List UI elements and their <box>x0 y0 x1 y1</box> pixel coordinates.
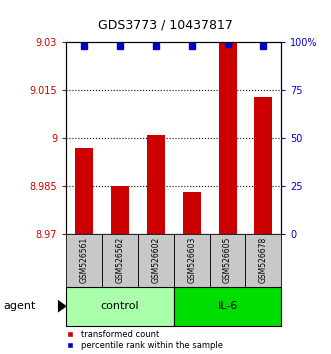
Text: control: control <box>101 301 139 311</box>
Bar <box>66 287 174 326</box>
Bar <box>255 97 272 234</box>
Bar <box>66 234 102 287</box>
Bar <box>174 287 281 326</box>
Text: GSM526603: GSM526603 <box>187 237 196 284</box>
Bar <box>102 234 138 287</box>
Bar <box>174 234 210 287</box>
Bar <box>218 42 237 234</box>
Polygon shape <box>58 300 67 313</box>
Text: agent: agent <box>3 301 36 311</box>
Text: GSM526602: GSM526602 <box>151 237 160 283</box>
Text: GSM526605: GSM526605 <box>223 237 232 284</box>
Bar <box>138 234 174 287</box>
Bar <box>75 148 93 234</box>
Text: IL-6: IL-6 <box>217 301 238 311</box>
Legend: transformed count, percentile rank within the sample: transformed count, percentile rank withi… <box>66 330 223 350</box>
Text: GDS3773 / 10437817: GDS3773 / 10437817 <box>98 18 233 31</box>
Bar <box>147 135 165 234</box>
Text: GSM526561: GSM526561 <box>80 237 89 283</box>
Bar <box>183 192 201 234</box>
Bar <box>246 234 281 287</box>
Text: GSM526562: GSM526562 <box>116 237 124 283</box>
Bar <box>210 234 246 287</box>
Bar <box>111 186 129 234</box>
Text: GSM526678: GSM526678 <box>259 237 268 283</box>
